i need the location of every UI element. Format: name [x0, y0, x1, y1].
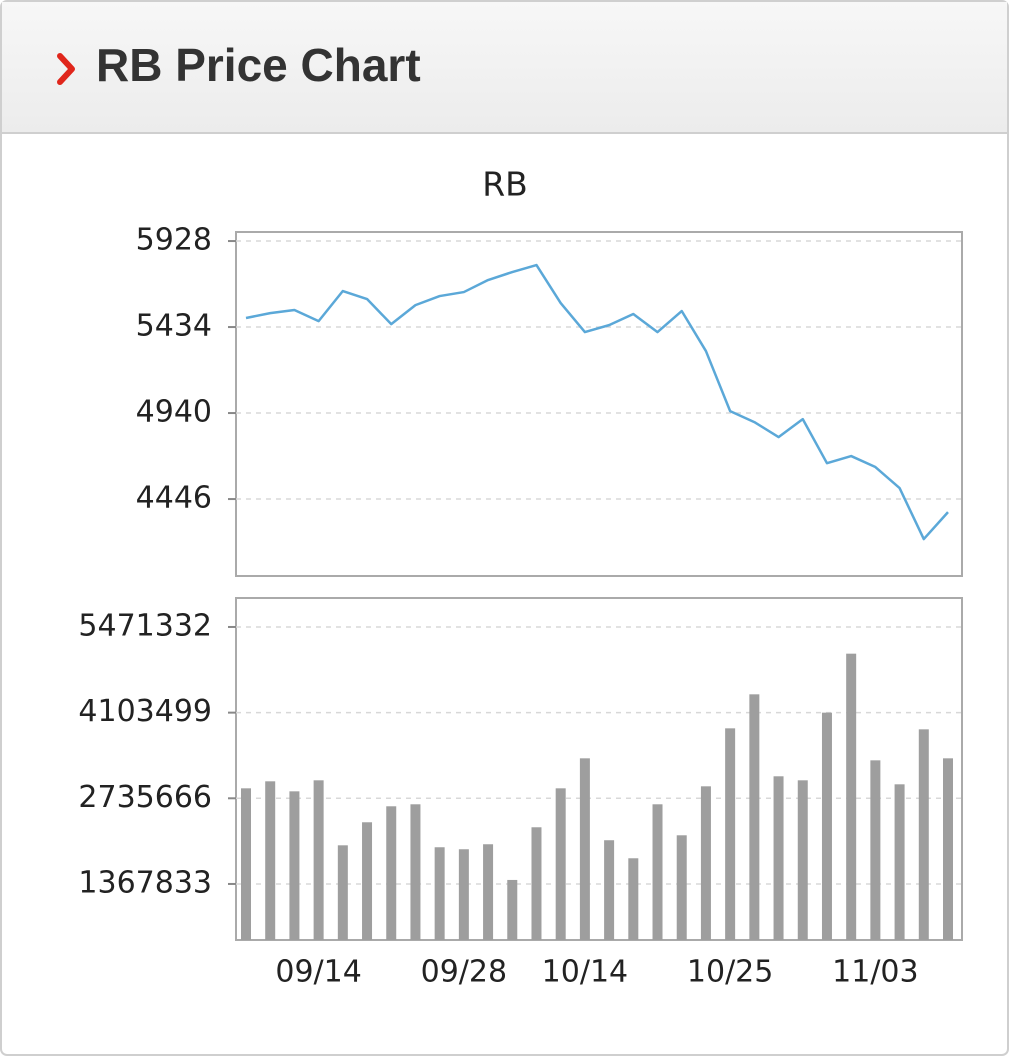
volume-bar [483, 844, 494, 940]
volume-bar [604, 840, 615, 940]
volume-bar [265, 781, 276, 940]
volume-bar [337, 845, 348, 940]
volume-bar [410, 804, 421, 940]
volume-bar [918, 729, 929, 940]
volume-bar [773, 776, 784, 940]
volume-bar [531, 827, 542, 940]
x-tick-label: 09/14 [275, 955, 361, 990]
price-line [245, 263, 949, 541]
volume-bar [700, 786, 711, 940]
volume-bar [797, 780, 808, 940]
volume-bar [555, 788, 566, 940]
y-tick-label: 2735666 [78, 780, 212, 815]
volume-bar [458, 849, 469, 940]
volume-bar [362, 822, 373, 940]
y-tick-label: 4103499 [78, 694, 212, 729]
x-tick-label: 11/03 [832, 955, 918, 990]
volume-bar [313, 780, 324, 940]
x-tick-label: 10/25 [687, 955, 773, 990]
price-panel [235, 231, 963, 577]
volume-bar [386, 806, 397, 940]
volume-bar [749, 694, 760, 940]
volume-bar [725, 728, 736, 940]
volume-bar [676, 835, 687, 940]
volume-bar [652, 804, 663, 940]
volume-bar [821, 712, 832, 940]
volume-bar [241, 788, 251, 940]
volume-bar [289, 791, 300, 940]
chevron-icon [57, 53, 75, 85]
x-tick-label: 09/28 [421, 955, 507, 990]
volume-panel [235, 597, 963, 941]
chart-title: RB [482, 165, 528, 204]
volume-bar [628, 858, 639, 940]
header-title: RB Price Chart [96, 39, 421, 91]
volume-bar [846, 653, 857, 940]
volume-bar [579, 758, 590, 940]
y-tick-label: 4446 [136, 481, 212, 516]
y-tick-label: 5434 [136, 309, 212, 344]
y-tick-label: 4940 [136, 395, 212, 430]
x-tick-label: 10/14 [542, 955, 628, 990]
volume-bar [434, 847, 445, 940]
y-tick-label: 5471332 [78, 608, 212, 643]
y-tick-label: 1367833 [78, 865, 212, 900]
volume-bar [894, 784, 905, 940]
volume-bar [507, 879, 518, 940]
volume-bar [943, 758, 953, 940]
header-bar [2, 2, 1007, 133]
y-tick-label: 5928 [136, 223, 212, 258]
volume-bar [870, 760, 881, 940]
